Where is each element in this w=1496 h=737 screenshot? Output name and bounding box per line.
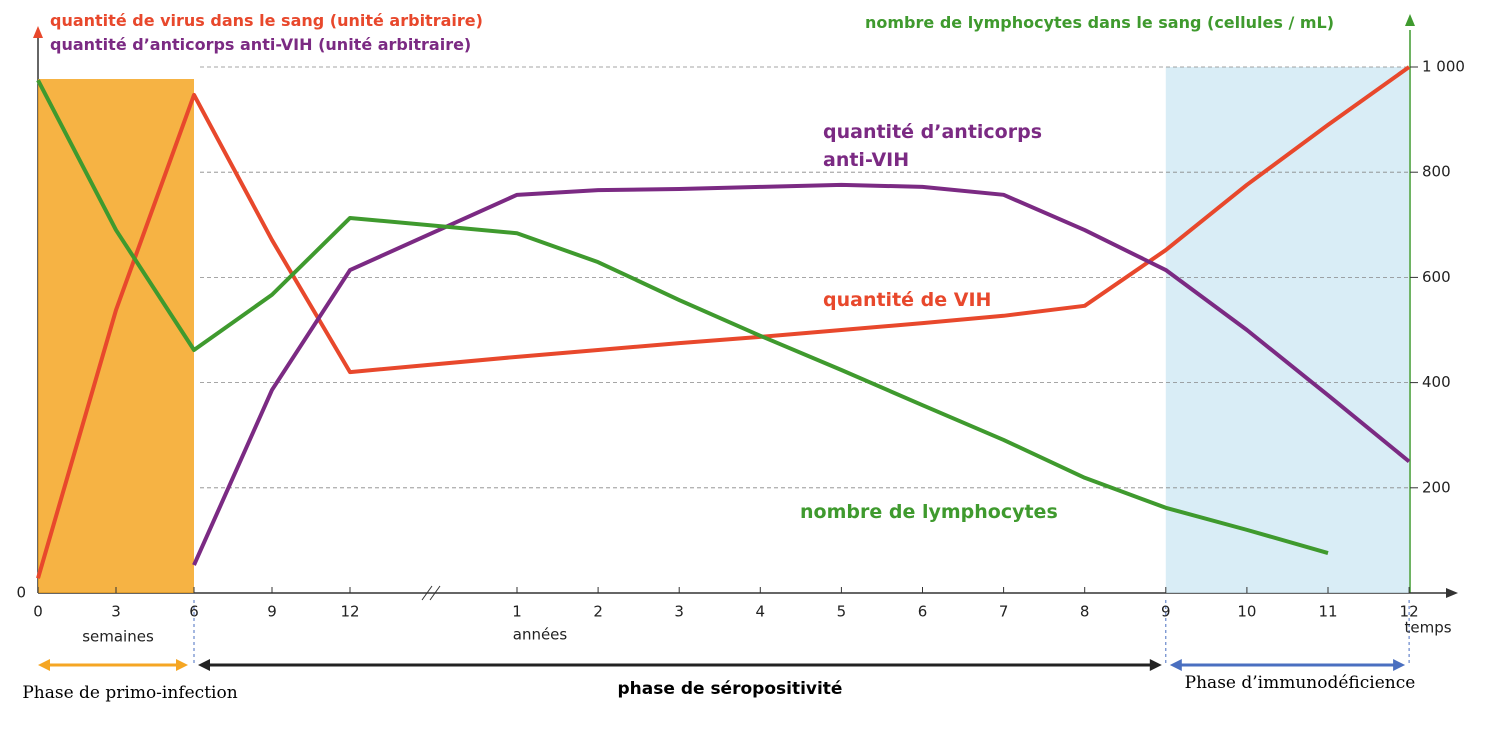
phase-label: Phase de primo-infection <box>22 683 238 703</box>
x-unit: semaines <box>82 628 154 646</box>
series-line <box>36 79 1329 555</box>
x-tick-label: 0 <box>33 603 43 621</box>
y2-tick-label: 200 <box>1422 478 1451 496</box>
axis-break <box>429 585 441 601</box>
y2-tick-label: 1 000 <box>1422 58 1465 76</box>
series-label: nombre de lymphocytes <box>800 501 1058 523</box>
x-tick-label: 10 <box>1237 603 1256 621</box>
x-axis-arrow <box>1446 588 1458 598</box>
x-tick-label: 2 <box>593 603 603 621</box>
y-axis-arrow <box>33 26 43 38</box>
x-tick-label: 9 <box>1161 603 1171 621</box>
phase-arrow-head <box>198 659 210 671</box>
phase-arrow-head <box>1393 659 1406 671</box>
y2-tick-label: 600 <box>1422 268 1451 286</box>
x-tick-label: 5 <box>837 603 847 621</box>
x-tick-label: 6 <box>918 603 928 621</box>
x-tick-label: 3 <box>111 603 121 621</box>
series-line <box>192 182 1411 566</box>
phase-arrow-head <box>38 659 50 671</box>
x-unit: années <box>513 626 568 644</box>
x-tick-label: 11 <box>1318 603 1337 621</box>
phase-label: Phase d’immunodéficience <box>1184 673 1416 693</box>
x-tick-label: 6 <box>189 603 199 621</box>
y2-tick-label: 400 <box>1422 373 1451 391</box>
x-tick-label: 1 <box>512 603 522 621</box>
x-tick-label: 3 <box>674 603 684 621</box>
axis-break <box>421 585 433 601</box>
series-label: quantité d’anticorps anti-VIH <box>823 121 1043 171</box>
phase-arrow-head <box>1149 659 1162 671</box>
x-tick-label: 9 <box>267 603 277 621</box>
phase-band <box>1165 67 1410 593</box>
phase-arrow-head <box>176 659 188 671</box>
x-tick-label: 12 <box>1400 603 1419 621</box>
series-label: quantité de VIH <box>823 289 992 311</box>
y-axis-title: quantité d’anticorps anti-VIH (unité arb… <box>50 35 472 54</box>
y2-axis-title: nombre de lymphocytes dans le sang (cell… <box>865 13 1335 32</box>
x-tick-label: 7 <box>999 603 1009 621</box>
phase-label: phase de séropositivité <box>617 679 843 699</box>
y-tick-label: 0 <box>16 584 26 602</box>
y2-axis-arrow <box>1405 14 1415 26</box>
y2-tick-label: 800 <box>1422 163 1451 181</box>
y-axis-title: quantité de virus dans le sang (unité ar… <box>50 11 483 30</box>
x-unit: temps <box>1404 619 1451 637</box>
x-tick-label: 8 <box>1080 603 1090 621</box>
x-tick-label: 12 <box>340 603 359 621</box>
x-tick-label: 4 <box>756 603 766 621</box>
phase-arrow-head <box>1169 659 1182 671</box>
